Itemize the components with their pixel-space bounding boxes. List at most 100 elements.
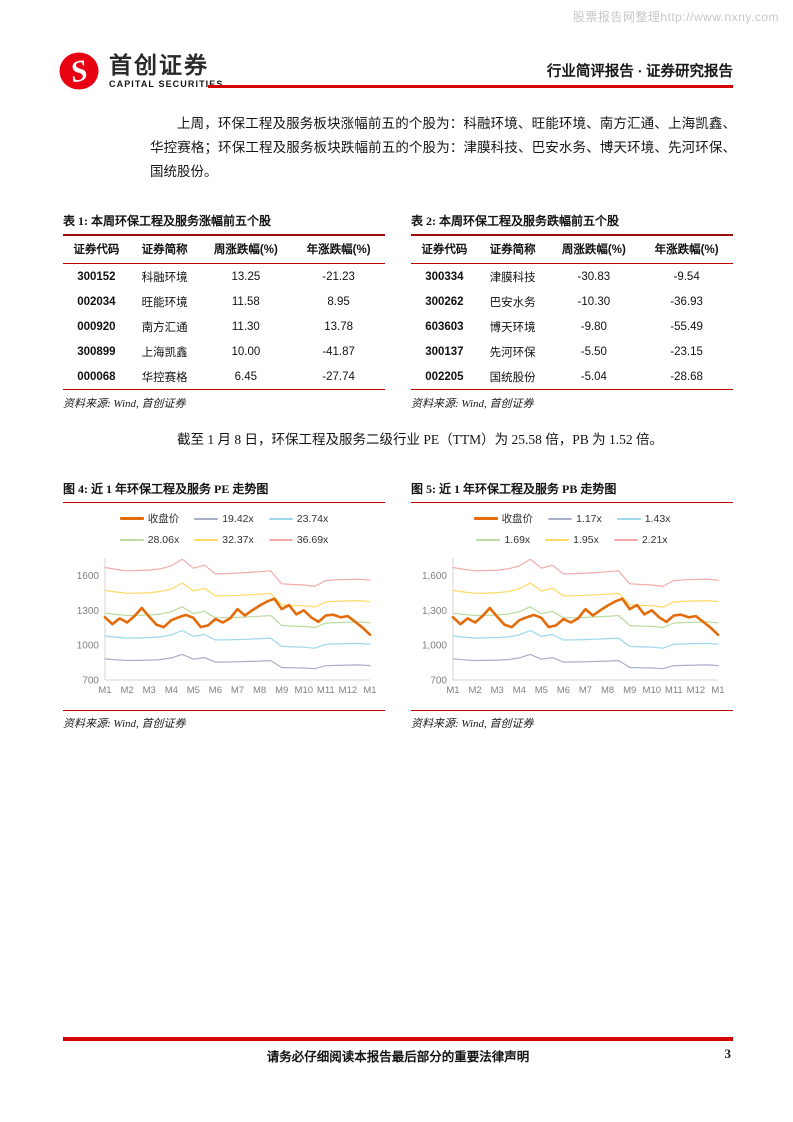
svg-text:M2: M2 <box>468 685 481 696</box>
table-title: 表 2: 本周环保工程及服务跌幅前五个股 <box>411 214 619 228</box>
svg-text:M3: M3 <box>143 685 156 696</box>
table-cell: -36.93 <box>670 295 703 308</box>
legend-item: 19.42x <box>194 513 254 525</box>
table-panel-losers: 表 2: 本周环保工程及服务跌幅前五个股 证券代码 证券简称 周涨跌幅(%) 年涨跌幅… <box>411 212 733 411</box>
table-header-row: 证券代码 证券简称 周涨跌幅(%) 年涨跌幅(%) <box>63 235 385 264</box>
svg-text:M8: M8 <box>253 685 266 696</box>
table-cell: 11.58 <box>231 295 260 308</box>
svg-text:S: S <box>68 54 91 90</box>
table-cell: 科融环境 <box>141 271 188 284</box>
table-cell: 6.45 <box>234 370 258 383</box>
chart-title: 图 5: 近 1 年环保工程及服务 PB 走势图 <box>411 480 733 503</box>
legend-swatch <box>194 539 219 541</box>
table-cell: 10.00 <box>231 345 261 358</box>
pe-pb-summary: 截至 1 月 8 日，环保工程及服务二级行业 PE（TTM）为 25.58 倍，… <box>177 432 664 447</box>
legend-label: 1.95x <box>573 534 599 546</box>
table-cell: 000068 <box>77 370 116 383</box>
legend-swatch <box>268 517 293 520</box>
losers-table: 证券代码 证券简称 周涨跌幅(%) 年涨跌幅(%) 300334 津膜科技 -30.83 -… <box>411 234 733 390</box>
svg-text:1,600: 1,600 <box>422 571 447 582</box>
table-cell: 11.30 <box>231 320 260 333</box>
table-cell: 300262 <box>425 295 464 308</box>
table-row: 300137 先河环保 -5.50 -23.15 <box>411 339 733 364</box>
legend-item: 1.17x <box>548 513 602 525</box>
legend-label: 19.42x <box>222 512 254 525</box>
table-row: 300334 津膜科技 -30.83 -9.54 <box>411 264 733 290</box>
legend-label: 1.69x <box>504 534 531 546</box>
legend-item: 23.74x <box>268 512 329 525</box>
table-row: 000068 华控赛格 6.45 -27.74 <box>63 364 385 390</box>
svg-text:1000: 1000 <box>77 641 100 652</box>
table-cell: -23.15 <box>670 345 703 358</box>
chart-legend: 收盘价 19.42x 23.74x 28.06x 32.37x 36.69x <box>63 511 385 546</box>
legend-row: 28.06x 32.37x 36.69x <box>63 534 385 546</box>
svg-text:1600: 1600 <box>77 571 100 582</box>
table-row: 603603 博天环境 -9.80 -55.49 <box>411 314 733 339</box>
table-source: 资料来源: Wind, 首创证券 <box>63 398 186 410</box>
svg-text:M12: M12 <box>339 685 357 696</box>
svg-text:M9: M9 <box>275 685 288 696</box>
table-cell: 上海凯鑫 <box>141 346 188 359</box>
table-cell: 博天环境 <box>489 321 536 334</box>
table-row: 002034 旺能环境 11.58 8.95 <box>63 289 385 314</box>
svg-text:M4: M4 <box>165 685 178 696</box>
header-rule <box>208 85 733 88</box>
table-cell: -10.30 <box>577 295 611 308</box>
watermark-text: 股票报告网整理http://www.nxny.com <box>572 10 779 24</box>
svg-text:M6: M6 <box>557 685 570 696</box>
table-cell: 002205 <box>425 370 464 383</box>
svg-text:M3: M3 <box>491 685 504 696</box>
table-header-cell: 证券简称 <box>129 235 200 264</box>
legend-item: 28.06x <box>119 534 179 546</box>
table-row: 002205 国统股份 -5.04 -28.68 <box>411 364 733 390</box>
legend-label: 收盘价 <box>147 513 180 525</box>
chart-source: 资料来源: Wind, 首创证券 <box>411 710 733 731</box>
legend-label: 1.43x <box>644 512 671 525</box>
svg-text:M10: M10 <box>295 685 313 696</box>
table-header-cell: 证券代码 <box>411 235 478 264</box>
svg-text:M4: M4 <box>513 685 526 696</box>
table-source: 资料来源: Wind, 首创证券 <box>411 398 534 410</box>
svg-text:M1: M1 <box>363 685 376 696</box>
table-row: 300262 巴安水务 -10.30 -36.93 <box>411 289 733 314</box>
tables-row: 表 1: 本周环保工程及服务涨幅前五个股 证券代码 证券简称 周涨跌幅(%) 年涨跌幅… <box>63 212 733 411</box>
svg-text:M10: M10 <box>643 685 661 696</box>
capital-securities-s-icon: S <box>59 52 99 90</box>
legend-label: 收盘价 <box>501 513 534 525</box>
brand-text: 首创证券 CAPITAL SECURITIES <box>109 53 223 89</box>
svg-text:1,300: 1,300 <box>422 606 447 617</box>
table-row: 000920 南方汇通 11.30 13.78 <box>63 314 385 339</box>
table-cell: -28.68 <box>670 370 703 383</box>
legend-item: 2.21x <box>613 534 668 546</box>
svg-text:M8: M8 <box>601 685 614 696</box>
table-header-cell: 年涨跌幅(%) <box>640 235 733 264</box>
legend-item: 收盘价 <box>119 511 180 526</box>
svg-text:1300: 1300 <box>77 606 100 617</box>
legend-item: 1.69x <box>476 534 530 546</box>
legend-swatch <box>545 539 570 541</box>
table-cell: 先河环保 <box>489 346 536 359</box>
svg-text:M7: M7 <box>231 685 244 696</box>
svg-text:M5: M5 <box>187 685 200 696</box>
brand-logo: S 首创证券 CAPITAL SECURITIES <box>58 50 223 92</box>
table-cell: -41.87 <box>322 345 355 358</box>
legend-item: 1.95x <box>545 534 599 546</box>
svg-text:M11: M11 <box>665 685 683 696</box>
legend-row: 收盘价 1.17x 1.43x <box>411 511 733 526</box>
pe-trend-chart: 700 1000 1300 1600 M1 M2 M3 M4 M5 M6 M7 M8 M9 M10 M11 M… <box>63 554 385 700</box>
intro-paragraph: 上周，环保工程及服务板块涨幅前五的个股为：科融环境、旺能环境、南方汇通、上海凯鑫… <box>150 116 736 179</box>
footer-rule <box>63 1037 733 1041</box>
legend-label: 36.69x <box>296 534 329 546</box>
table-cell: 300137 <box>425 345 464 358</box>
svg-text:M1: M1 <box>446 685 459 696</box>
svg-text:M9: M9 <box>623 685 636 696</box>
chart-panel-pb: 图 5: 近 1 年环保工程及服务 PB 走势图 收盘价 1.17x 1.43x 1.… <box>411 480 733 731</box>
legend-label: 23.74x <box>296 512 329 525</box>
svg-text:M2: M2 <box>120 685 133 696</box>
table-cell: -9.80 <box>580 320 607 333</box>
legend-swatch <box>119 539 144 541</box>
table-cell: -55.49 <box>670 320 703 333</box>
legend-item: 32.37x <box>194 534 254 546</box>
svg-text:M1: M1 <box>711 685 724 696</box>
svg-text:700: 700 <box>82 676 99 687</box>
